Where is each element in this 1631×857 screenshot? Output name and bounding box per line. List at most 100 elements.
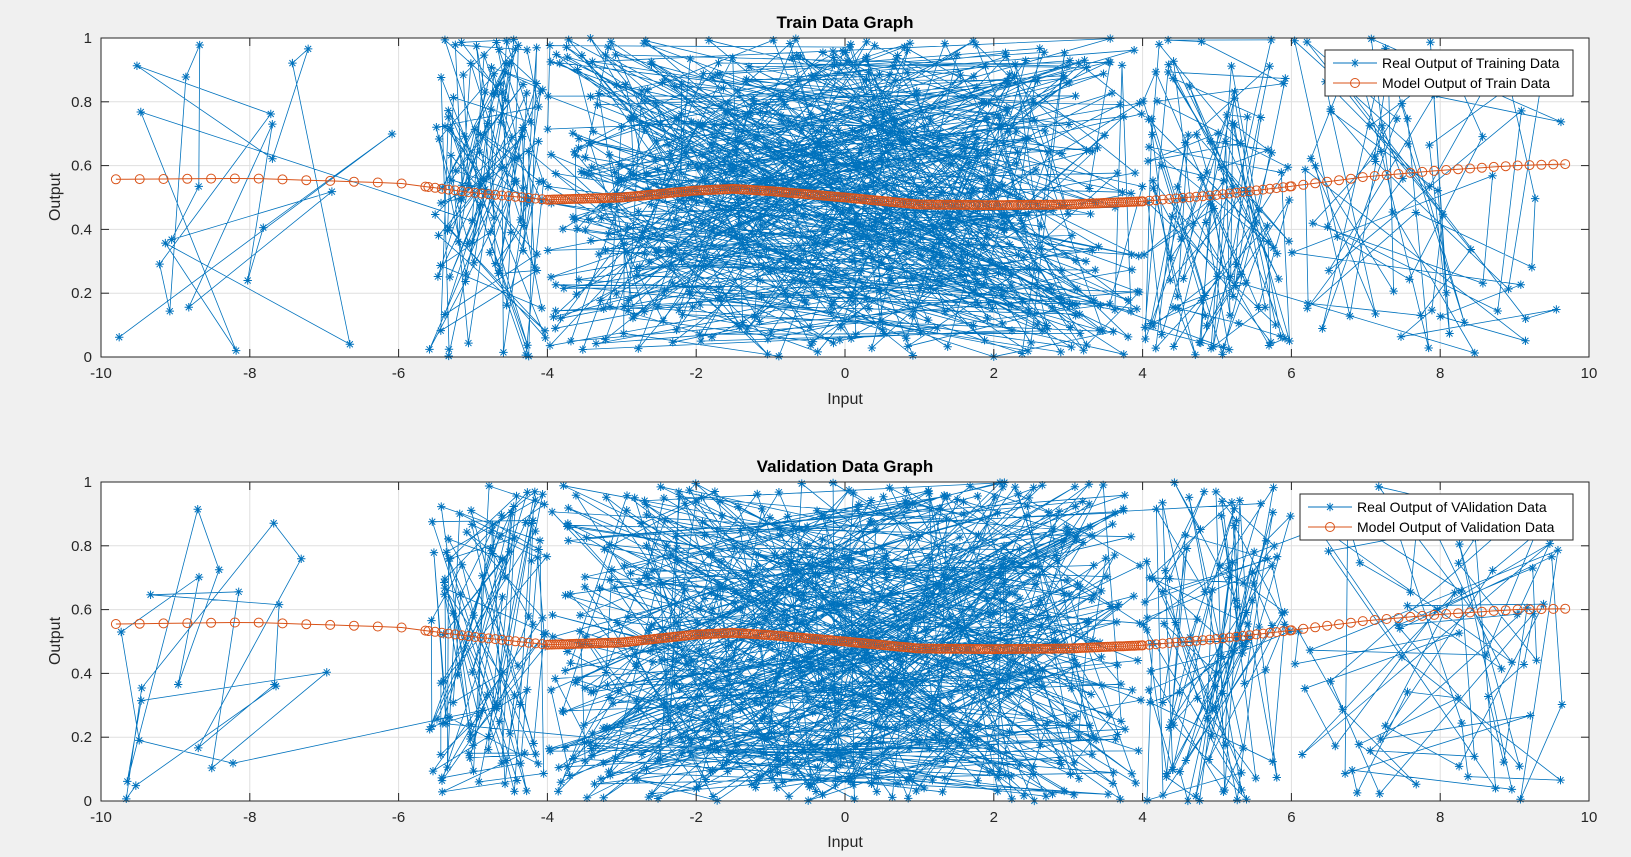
data-point: [430, 626, 441, 637]
data-point: [728, 165, 737, 174]
data-point: [528, 620, 538, 629]
data-point: [776, 92, 785, 102]
data-point: [1204, 190, 1215, 201]
data-point: [1139, 96, 1148, 106]
data-point: [1238, 630, 1248, 641]
data-point: [1028, 561, 1037, 571]
data-point: [620, 561, 629, 571]
data-point: [1108, 779, 1118, 788]
data-point: [1059, 589, 1069, 598]
data-point: [1271, 320, 1280, 330]
data-point: [1218, 689, 1227, 698]
data-point: [896, 657, 905, 666]
data-point: [431, 210, 440, 219]
data-point: [656, 119, 665, 129]
data-point: [522, 786, 531, 796]
legend-label: Real Output of VAlidation Data: [1357, 499, 1547, 515]
data-point: [775, 524, 785, 533]
data-point: [771, 674, 781, 684]
data-point: [810, 289, 820, 299]
data-point: [214, 565, 224, 574]
data-point: [510, 636, 521, 647]
data-point: [642, 169, 651, 178]
data-point: [580, 683, 590, 693]
data-point: [875, 722, 885, 731]
data-point: [474, 711, 483, 721]
data-point: [772, 753, 781, 762]
data-point: [704, 163, 714, 173]
data-point: [876, 684, 885, 694]
data-point: [718, 761, 727, 770]
data-point: [881, 565, 890, 574]
y-tick-label: 0.2: [71, 285, 92, 302]
data-point: [713, 295, 723, 304]
data-point: [1173, 303, 1183, 313]
data-point: [973, 776, 982, 785]
data-point: [479, 174, 488, 183]
data-point: [959, 497, 968, 506]
data-point: [464, 338, 473, 348]
data-point: [516, 759, 525, 768]
data-point: [756, 641, 766, 650]
data-point: [1087, 531, 1097, 540]
data-point: [437, 502, 446, 511]
data-point: [1169, 721, 1178, 730]
data-point: [1065, 56, 1075, 65]
data-point: [1108, 519, 1117, 529]
data-point: [826, 307, 836, 317]
data-point: [1269, 483, 1278, 492]
data-point: [1024, 210, 1033, 220]
data-point: [173, 680, 183, 689]
data-point: [808, 708, 817, 717]
data-point: [1030, 116, 1039, 125]
data-point: [762, 244, 771, 253]
data-point: [646, 646, 655, 655]
data-point: [820, 702, 830, 711]
data-point: [1057, 293, 1067, 302]
data-point: [787, 548, 796, 557]
data-point: [977, 97, 987, 107]
data-point: [420, 181, 431, 192]
data-point: [813, 763, 822, 772]
data-point: [946, 692, 956, 702]
data-point: [1127, 265, 1137, 275]
data-point: [798, 747, 807, 756]
data-point: [726, 159, 735, 169]
data-point: [1412, 780, 1421, 789]
data-point: [266, 109, 275, 119]
data-point: [444, 112, 453, 122]
data-point: [436, 627, 447, 638]
data-point: [1089, 561, 1098, 570]
data-point: [802, 298, 811, 308]
data-point: [686, 54, 695, 64]
data-point: [718, 584, 727, 593]
data-point: [1279, 79, 1288, 88]
data-point: [598, 758, 608, 768]
data-point: [1007, 771, 1016, 781]
data-point: [981, 267, 990, 277]
data-point: [498, 592, 507, 602]
y-tick-label: 0.8: [71, 94, 92, 111]
data-point: [476, 632, 487, 643]
data-point: [1263, 221, 1272, 231]
data-point: [1044, 508, 1053, 517]
data-point: [893, 51, 902, 60]
data-point: [446, 175, 456, 185]
data-point: [830, 685, 839, 694]
data-point: [1280, 620, 1289, 629]
data-point: [586, 738, 595, 748]
data-point: [1254, 205, 1263, 215]
data-point: [1345, 173, 1356, 184]
data-point: [824, 670, 834, 679]
data-point: [899, 140, 908, 149]
data-point: [181, 72, 191, 82]
data-point: [982, 160, 991, 170]
data-point: [1169, 57, 1178, 66]
data-point: [496, 79, 506, 89]
data-point: [1270, 541, 1279, 551]
data-point: [158, 618, 169, 629]
data-point: [767, 728, 776, 737]
data-point: [827, 275, 836, 284]
data-point: [1493, 306, 1502, 316]
data-point: [982, 594, 991, 603]
